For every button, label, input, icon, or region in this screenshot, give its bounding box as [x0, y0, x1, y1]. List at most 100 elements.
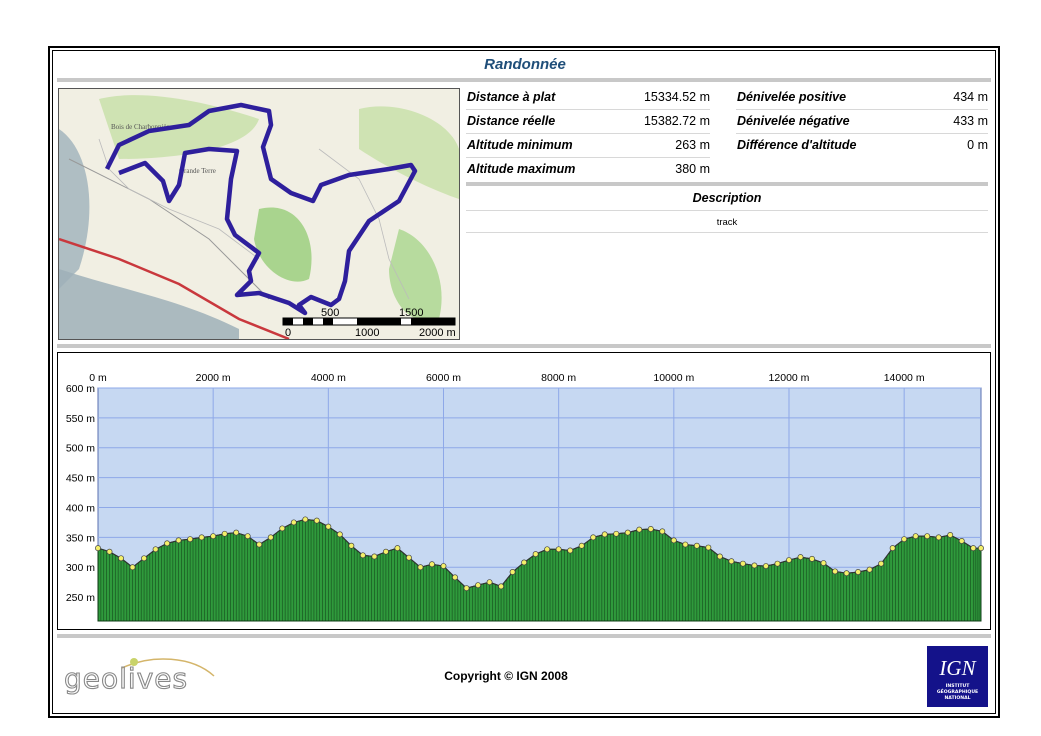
forest-southeast	[389, 229, 442, 321]
elevation-point	[95, 545, 101, 552]
elevation-point	[786, 557, 792, 564]
elevation-point	[440, 563, 447, 569]
stat-label-elevation-gain: Dénivelée positive	[737, 90, 847, 104]
description-text: track	[716, 217, 738, 228]
x-tick-label: 12000 m	[769, 372, 810, 384]
route-map[interactable]: Bois de Charbonnières Grande Terre 500 1…	[58, 88, 460, 340]
x-tick-label: 4000 m	[311, 372, 346, 384]
elevation-point	[716, 553, 723, 560]
elevation-point	[279, 525, 286, 532]
elevation-point	[198, 534, 205, 541]
elevation-point	[325, 523, 332, 530]
elevation-point	[233, 529, 240, 536]
stats-divider	[466, 182, 988, 186]
elevation-point	[763, 563, 769, 569]
elevation-point	[809, 555, 815, 562]
elevation-point	[705, 544, 712, 551]
stat-value-elevation-gain: 434 m	[953, 90, 988, 104]
elevation-point	[313, 517, 320, 524]
elevation-point	[187, 536, 194, 543]
ign-logo-letters: IGN	[938, 656, 976, 680]
y-tick-label: 350 m	[66, 532, 95, 544]
stat-divider	[466, 109, 710, 110]
hike-route	[104, 102, 418, 316]
elevation-point	[728, 558, 735, 565]
minor-road	[68, 158, 270, 300]
ign-logo: IGN INSTITUT GÉOGRAPHIQUE NATIONAL	[927, 646, 988, 707]
elevation-point	[221, 530, 228, 537]
urban-area-west	[59, 129, 90, 289]
elevation-point	[647, 526, 654, 532]
urban-area-south	[59, 269, 239, 339]
elevation-point	[463, 585, 470, 592]
elevation-point	[693, 542, 700, 549]
elevation-point	[129, 564, 136, 571]
elevation-point	[670, 537, 677, 544]
x-tick-label: 14000 m	[884, 372, 925, 384]
y-tick-label: 250 m	[66, 592, 95, 604]
elevation-point	[832, 568, 839, 575]
elevation-point	[382, 548, 389, 555]
x-tick-label: 6000 m	[426, 372, 461, 384]
elevation-point	[774, 560, 781, 567]
map-scale-bar: 500 1500 0 1000 2000 m	[282, 307, 456, 339]
elevation-point	[498, 583, 505, 590]
stat-label-altitude-min: Altitude minimum	[467, 138, 573, 152]
stat-divider	[736, 133, 988, 134]
elevation-point	[924, 533, 931, 540]
stat-divider	[466, 133, 710, 134]
y-tick-label: 450 m	[66, 473, 95, 485]
elevation-point	[405, 554, 412, 561]
y-tick-label: 400 m	[66, 502, 95, 514]
footer-divider	[57, 634, 991, 638]
map-place-label: Grande Terre	[179, 167, 216, 175]
elevation-point	[878, 560, 885, 567]
elevation-point	[636, 526, 643, 533]
map-canvas: Bois de Charbonnières Grande Terre 500 1…	[59, 89, 459, 339]
page-title: Randonnée	[484, 56, 566, 73]
elevation-point	[452, 574, 458, 581]
elevation-point	[244, 533, 251, 540]
geolives-logo-text: geolives	[64, 662, 188, 695]
scale-label: 2000 m	[419, 327, 456, 339]
description-title: Description	[692, 191, 762, 205]
stat-value-altitude-min: 263 m	[675, 138, 710, 152]
elevation-point	[866, 566, 873, 573]
elevation-point	[106, 548, 113, 555]
description-divider	[466, 210, 988, 211]
elevation-point	[567, 547, 574, 554]
elevation-point	[797, 554, 804, 561]
elevation-point	[359, 552, 366, 559]
elevation-profile-panel: 0 m 2000 m 4000 m 6000 m 8000 m 10000 m 12000 …	[57, 352, 991, 630]
elevation-point	[302, 516, 309, 523]
elevation-point	[590, 534, 597, 541]
elevation-point	[475, 582, 481, 589]
elevation-point	[820, 560, 827, 566]
stat-value-elevation-loss: 433 m	[953, 114, 988, 128]
elevation-point	[429, 561, 435, 568]
elevation-point	[901, 536, 908, 543]
elevation-point	[336, 531, 343, 538]
description-divider	[466, 232, 988, 233]
elevation-point	[118, 555, 124, 562]
x-tick-label: 10000 m	[653, 372, 694, 384]
elevation-point	[912, 533, 919, 540]
scale-label: 1500	[399, 307, 423, 319]
forest-center	[254, 207, 312, 282]
section-divider	[57, 344, 991, 348]
elevation-point	[935, 534, 942, 541]
map-place-label: Bois de Charbonnières	[111, 123, 175, 131]
copyright-text: Copyright © IGN 2008	[444, 669, 568, 683]
scale-label: 1000	[355, 327, 379, 339]
elevation-point	[175, 537, 182, 544]
elevation-chart: 0 m 2000 m 4000 m 6000 m 8000 m 10000 m 12000 …	[66, 372, 984, 622]
elevation-point	[947, 532, 954, 538]
stat-value-altitude-max: 380 m	[675, 162, 710, 176]
elevation-point	[290, 519, 297, 526]
forest-east	[359, 106, 459, 199]
elevation-point	[555, 546, 562, 553]
ign-logo-line: INSTITUT	[946, 683, 971, 689]
stat-label-elevation-loss: Dénivelée négative	[737, 114, 850, 128]
stat-label-altitude-max: Altitude maximum	[467, 162, 576, 176]
elevation-point	[210, 533, 217, 540]
